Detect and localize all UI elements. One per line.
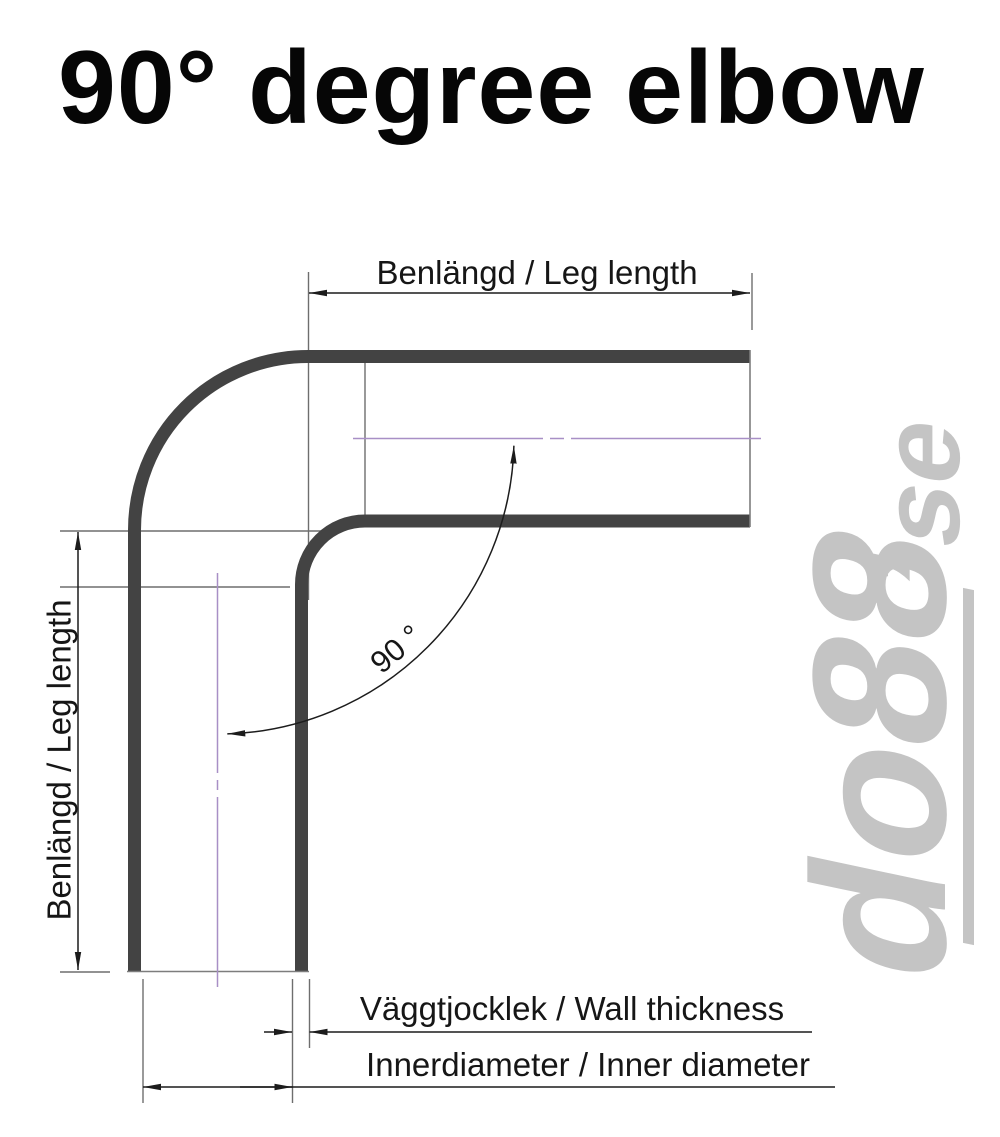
extension-lines (60, 272, 753, 1103)
centerlines (216, 437, 766, 987)
dimension-lines (74, 289, 835, 1091)
wall-thickness-label: Väggtjocklek / Wall thickness (359, 990, 785, 1027)
pipe-body (128, 350, 750, 971)
pipe-outer-wall (128, 350, 750, 971)
leg-length-top-label: Benlängd / Leg length (376, 254, 698, 291)
page-title: 90° degree elbow (58, 30, 925, 146)
pipe-inner-wall (295, 514, 750, 971)
dimension-arc-90-degrees (227, 445, 517, 737)
inner-diameter-label: Innerdiameter / Inner diameter (366, 1046, 810, 1083)
leg-length-left-label: Benlängd / Leg length (40, 599, 78, 921)
pipe-end-caps (127, 350, 751, 973)
